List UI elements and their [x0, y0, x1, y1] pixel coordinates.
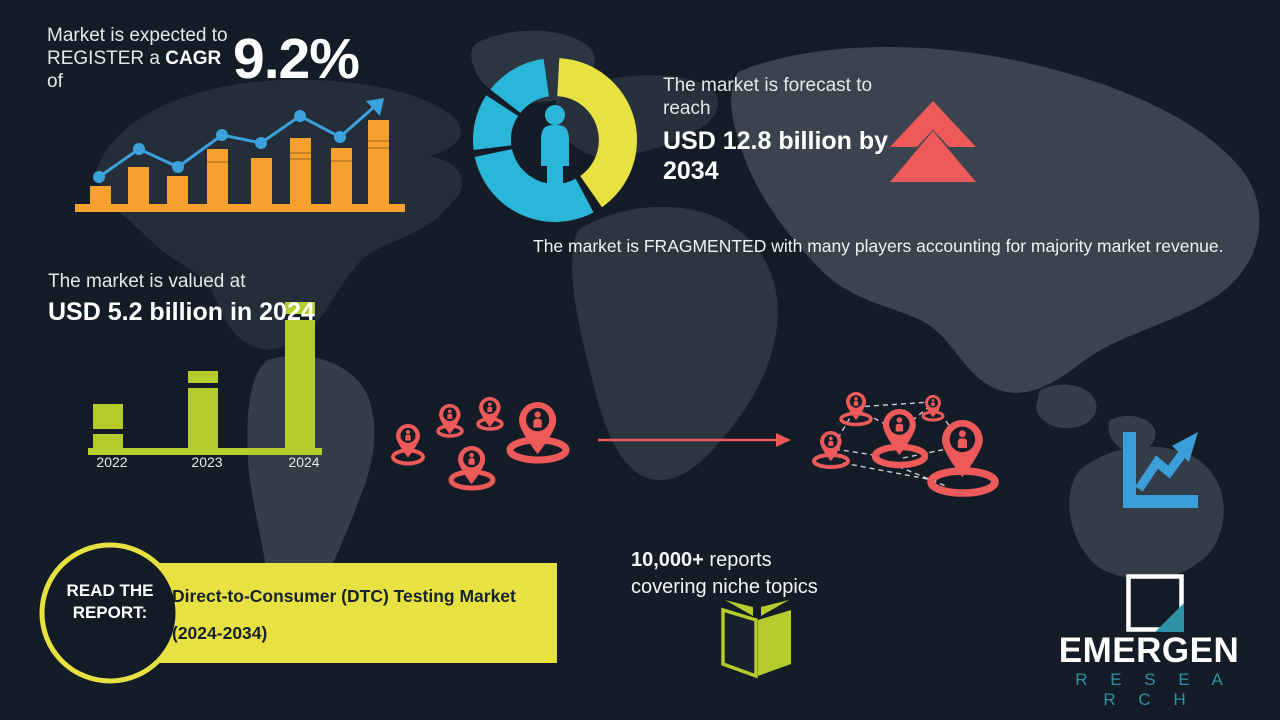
- reports-count: 10,000+: [631, 549, 704, 571]
- person-icon: [541, 105, 569, 186]
- valuation-intro: The market is valued at: [48, 271, 246, 292]
- cagr-trend-line: [98, 105, 375, 179]
- cagr-intro-text: Market is expected to REGISTER a CAGR of: [47, 25, 228, 92]
- donut-segment-cyan-small: [490, 58, 549, 113]
- map-south-america: [247, 355, 375, 630]
- read-report-cta[interactable]: [39, 542, 557, 684]
- valuation-block: The market is valued at USD 5.2 billion …: [48, 270, 353, 327]
- value-bar-stripes: [93, 314, 315, 434]
- map-asia: [731, 46, 1260, 393]
- emergen-logo-mark: [1126, 574, 1184, 632]
- map-africa: [572, 206, 778, 481]
- value-chart-year-labels: 2022 2023 2024: [96, 454, 319, 470]
- market-fragmentation-donut: [472, 58, 638, 222]
- forecast-intro: The market is forecast to reach: [663, 75, 873, 119]
- chart-growth-icon: [1123, 432, 1198, 508]
- value-chart-baseline: [88, 448, 322, 455]
- year-label-2022: 2022: [96, 454, 127, 470]
- year-label-2024: 2024: [288, 454, 319, 470]
- fragmented-note: The market is FRAGMENTED with many playe…: [533, 236, 1224, 256]
- map-australia: [1069, 446, 1224, 580]
- cagr-trend-arrowhead: [366, 98, 384, 116]
- market-value-chart: 2022 2023 2024: [88, 302, 322, 470]
- forecast-headline: USD 12.8 billion by 2034: [663, 127, 889, 185]
- map-se-asia-islands: [1036, 384, 1156, 452]
- read-report-circle[interactable]: [39, 542, 181, 684]
- cagr-chart-baseline: [75, 204, 405, 212]
- networked-players-pins: [812, 392, 999, 497]
- donut-segment-cyan-large: [474, 149, 594, 222]
- cagr-trend-chart: [75, 98, 405, 212]
- cagr-bar-stripes: [207, 140, 389, 163]
- growth-up-arrows-icon: [890, 101, 976, 182]
- report-title[interactable]: Direct-to-Consumer (DTC) Testing Market …: [172, 586, 516, 643]
- logo-name: EMERGEN: [1058, 631, 1240, 670]
- cagr-trend-dots: [93, 110, 346, 183]
- reports-stat-block: 10,000+ reports covering niche topics: [631, 547, 861, 601]
- read-report-circle-label[interactable]: READ THE REPORT:: [66, 581, 154, 622]
- book-icon: [721, 600, 791, 679]
- report-banner[interactable]: [150, 563, 557, 663]
- cagr-value: 9.2%: [233, 27, 360, 91]
- scattered-players-pins: [391, 397, 570, 491]
- year-label-2023: 2023: [191, 454, 222, 470]
- consolidation-flow-arrow: [598, 433, 791, 447]
- donut-segment-cyan-medium: [472, 95, 519, 150]
- valuation-headline: USD 5.2 billion in 2024: [48, 298, 315, 326]
- cagr-bars: [75, 120, 405, 212]
- forecast-block: The market is forecast to reach USD 12.8…: [663, 74, 903, 186]
- donut-segment-yellow: [557, 58, 638, 208]
- logo-subtitle: R E S E A R C H: [1075, 670, 1232, 709]
- reports-stat-line2: covering niche topics: [631, 576, 818, 598]
